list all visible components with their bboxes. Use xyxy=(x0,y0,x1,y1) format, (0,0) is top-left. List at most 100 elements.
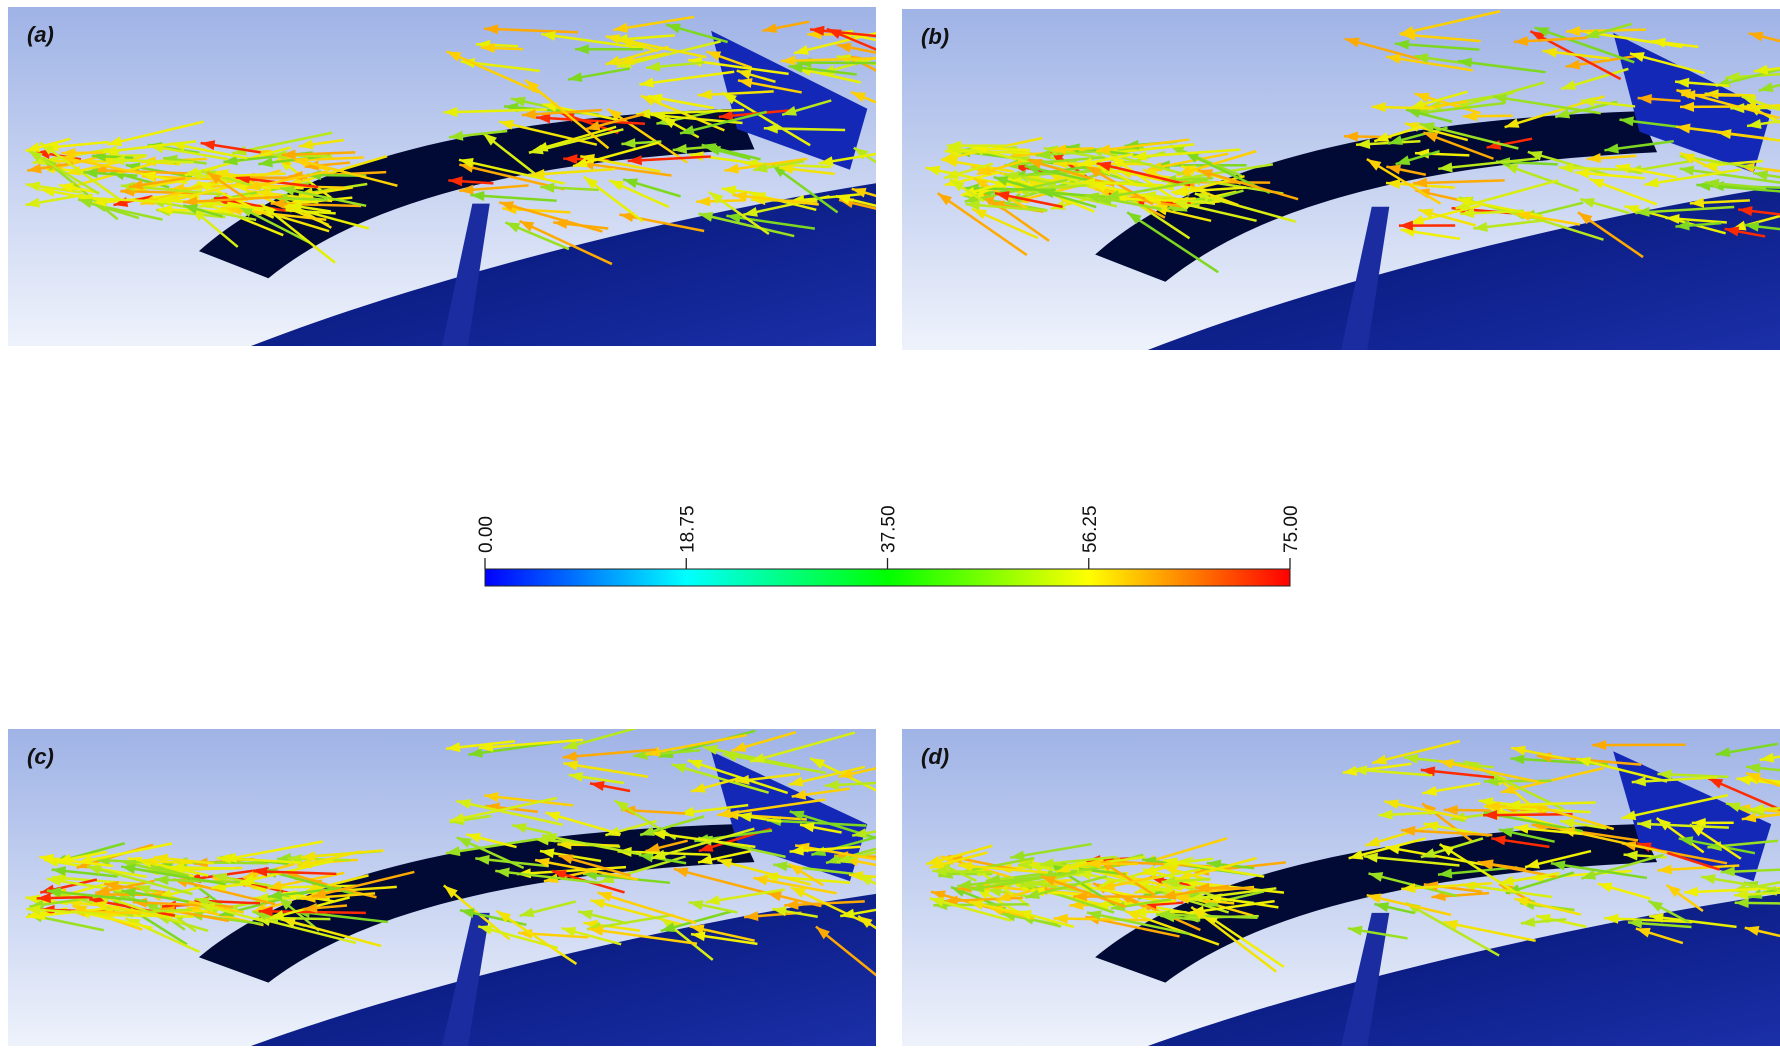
flow-arrow-shaft xyxy=(1162,858,1265,878)
flow-arrow-shaft xyxy=(46,889,148,903)
flow-arrow-head xyxy=(87,864,102,875)
flow-arrow-shaft xyxy=(260,203,336,264)
flow-arrow-head xyxy=(1439,759,1454,769)
flow-arrow-head xyxy=(788,776,804,787)
flow-arrow-shaft xyxy=(458,158,566,185)
flow-arrow-head xyxy=(293,157,309,168)
flow-arrow-shaft xyxy=(1194,192,1296,223)
flow-arrow-head xyxy=(852,828,867,839)
flow-arrow-shaft xyxy=(1738,208,1780,216)
flow-arrow-head xyxy=(1597,882,1613,893)
flow-arrow-head xyxy=(627,155,642,166)
flow-arrow-head xyxy=(557,839,572,850)
flow-arrow-head xyxy=(478,741,494,752)
flow-arrow-head xyxy=(1758,82,1774,92)
flow-arrow-shaft xyxy=(534,858,639,881)
flow-arrow-head xyxy=(1463,111,1478,122)
flow-arrow-head xyxy=(947,140,962,151)
flow-arrow-head xyxy=(1091,182,1107,193)
flow-arrow-shaft xyxy=(1363,855,1460,867)
flow-arrow-head xyxy=(1161,876,1176,887)
flow-arrow-head xyxy=(1514,823,1529,834)
flow-arrow-shaft xyxy=(1384,800,1468,820)
flow-arrow-head xyxy=(647,93,663,104)
flow-arrow-shaft xyxy=(1635,205,1735,214)
flow-arrow-shaft xyxy=(1104,178,1209,199)
flow-arrow-head xyxy=(110,155,125,166)
flow-arrow-head xyxy=(449,812,465,823)
flow-arrow-head xyxy=(496,910,512,923)
flow-arrow-head xyxy=(482,133,497,146)
flow-arrow-head xyxy=(1438,162,1453,173)
car-body xyxy=(1147,893,1780,1046)
flow-arrow-head xyxy=(528,144,544,155)
flow-arrow-shaft xyxy=(1024,875,1108,899)
flow-arrow-shaft xyxy=(498,120,598,146)
flow-arrow-shaft xyxy=(1203,912,1285,968)
flow-arrow-head xyxy=(1363,852,1378,863)
flow-arrow-head xyxy=(267,890,283,901)
flow-arrow-head xyxy=(583,176,599,190)
flow-arrow-shaft xyxy=(1534,26,1635,64)
flow-arrow-shaft xyxy=(716,798,826,817)
flow-arrow-head xyxy=(510,96,526,107)
flow-arrow-head xyxy=(1644,177,1660,188)
flow-arrow-shaft xyxy=(1529,802,1615,831)
colorbar-gradient xyxy=(484,568,1291,587)
flow-arrow-shaft xyxy=(495,869,600,885)
flow-arrow-head xyxy=(521,109,537,120)
flow-arrow-head xyxy=(1420,766,1436,777)
flow-arrow-head xyxy=(1372,754,1387,765)
flow-arrow-shaft xyxy=(86,865,193,896)
flow-arrow-head xyxy=(1577,212,1593,225)
flow-arrow-shaft xyxy=(1155,913,1258,919)
flow-arrow-head xyxy=(1510,754,1525,765)
flow-arrow-head xyxy=(1683,886,1699,897)
flow-arrow-head xyxy=(530,169,545,180)
flow-arrow-head xyxy=(1100,880,1116,891)
flow-arrow-head xyxy=(154,874,169,885)
flow-arrow-shaft xyxy=(1366,893,1452,917)
flow-arrow-head xyxy=(562,751,577,762)
flow-arrow-head xyxy=(1385,844,1401,855)
flow-arrow-head xyxy=(848,870,864,881)
flow-arrow-head xyxy=(1629,52,1645,62)
flow-arrow-shaft xyxy=(957,874,1054,888)
flow-arrow-head xyxy=(1366,893,1382,904)
flow-arrow-shaft xyxy=(456,799,564,827)
flow-arrow-head xyxy=(1515,211,1531,221)
flow-arrow-head xyxy=(721,185,737,196)
flow-arrow-shaft xyxy=(1744,223,1780,231)
flow-arrow-head xyxy=(540,182,555,193)
flow-arrow-head xyxy=(838,768,854,779)
flow-arrow-head xyxy=(46,876,62,887)
flow-arrow-head xyxy=(779,164,794,175)
flow-arrow-shaft xyxy=(1141,837,1228,865)
flow-arrow-head xyxy=(170,141,186,152)
flow-arrow-head xyxy=(688,900,704,910)
flow-arrow-shaft xyxy=(639,70,735,86)
flow-arrow-shaft xyxy=(1096,161,1191,187)
flow-arrow-head xyxy=(456,837,472,848)
flow-arrow-head xyxy=(689,924,705,935)
flow-arrow-shaft xyxy=(1172,200,1257,223)
flow-arrow-head xyxy=(280,185,295,196)
flow-arrow-head xyxy=(25,142,41,153)
flow-arrow-head xyxy=(1484,776,1499,787)
flow-arrow-head xyxy=(1651,37,1666,48)
flow-arrow-head xyxy=(762,23,778,34)
flow-arrow-shaft xyxy=(929,897,1012,922)
flow-arrow-head xyxy=(589,925,604,936)
flow-arrow-head xyxy=(671,763,687,774)
flow-arrow-head xyxy=(448,176,463,187)
flow-arrow-head xyxy=(1689,197,1705,208)
flow-arrow-head xyxy=(1742,101,1757,112)
flow-arrow-head xyxy=(1550,860,1566,871)
flow-arrow-head xyxy=(1676,123,1691,134)
flow-arrow-head xyxy=(1619,116,1634,127)
car-body xyxy=(251,183,876,346)
flow-arrow-head xyxy=(1753,64,1769,75)
endplate xyxy=(711,30,868,170)
flow-arrow-head xyxy=(212,872,228,883)
